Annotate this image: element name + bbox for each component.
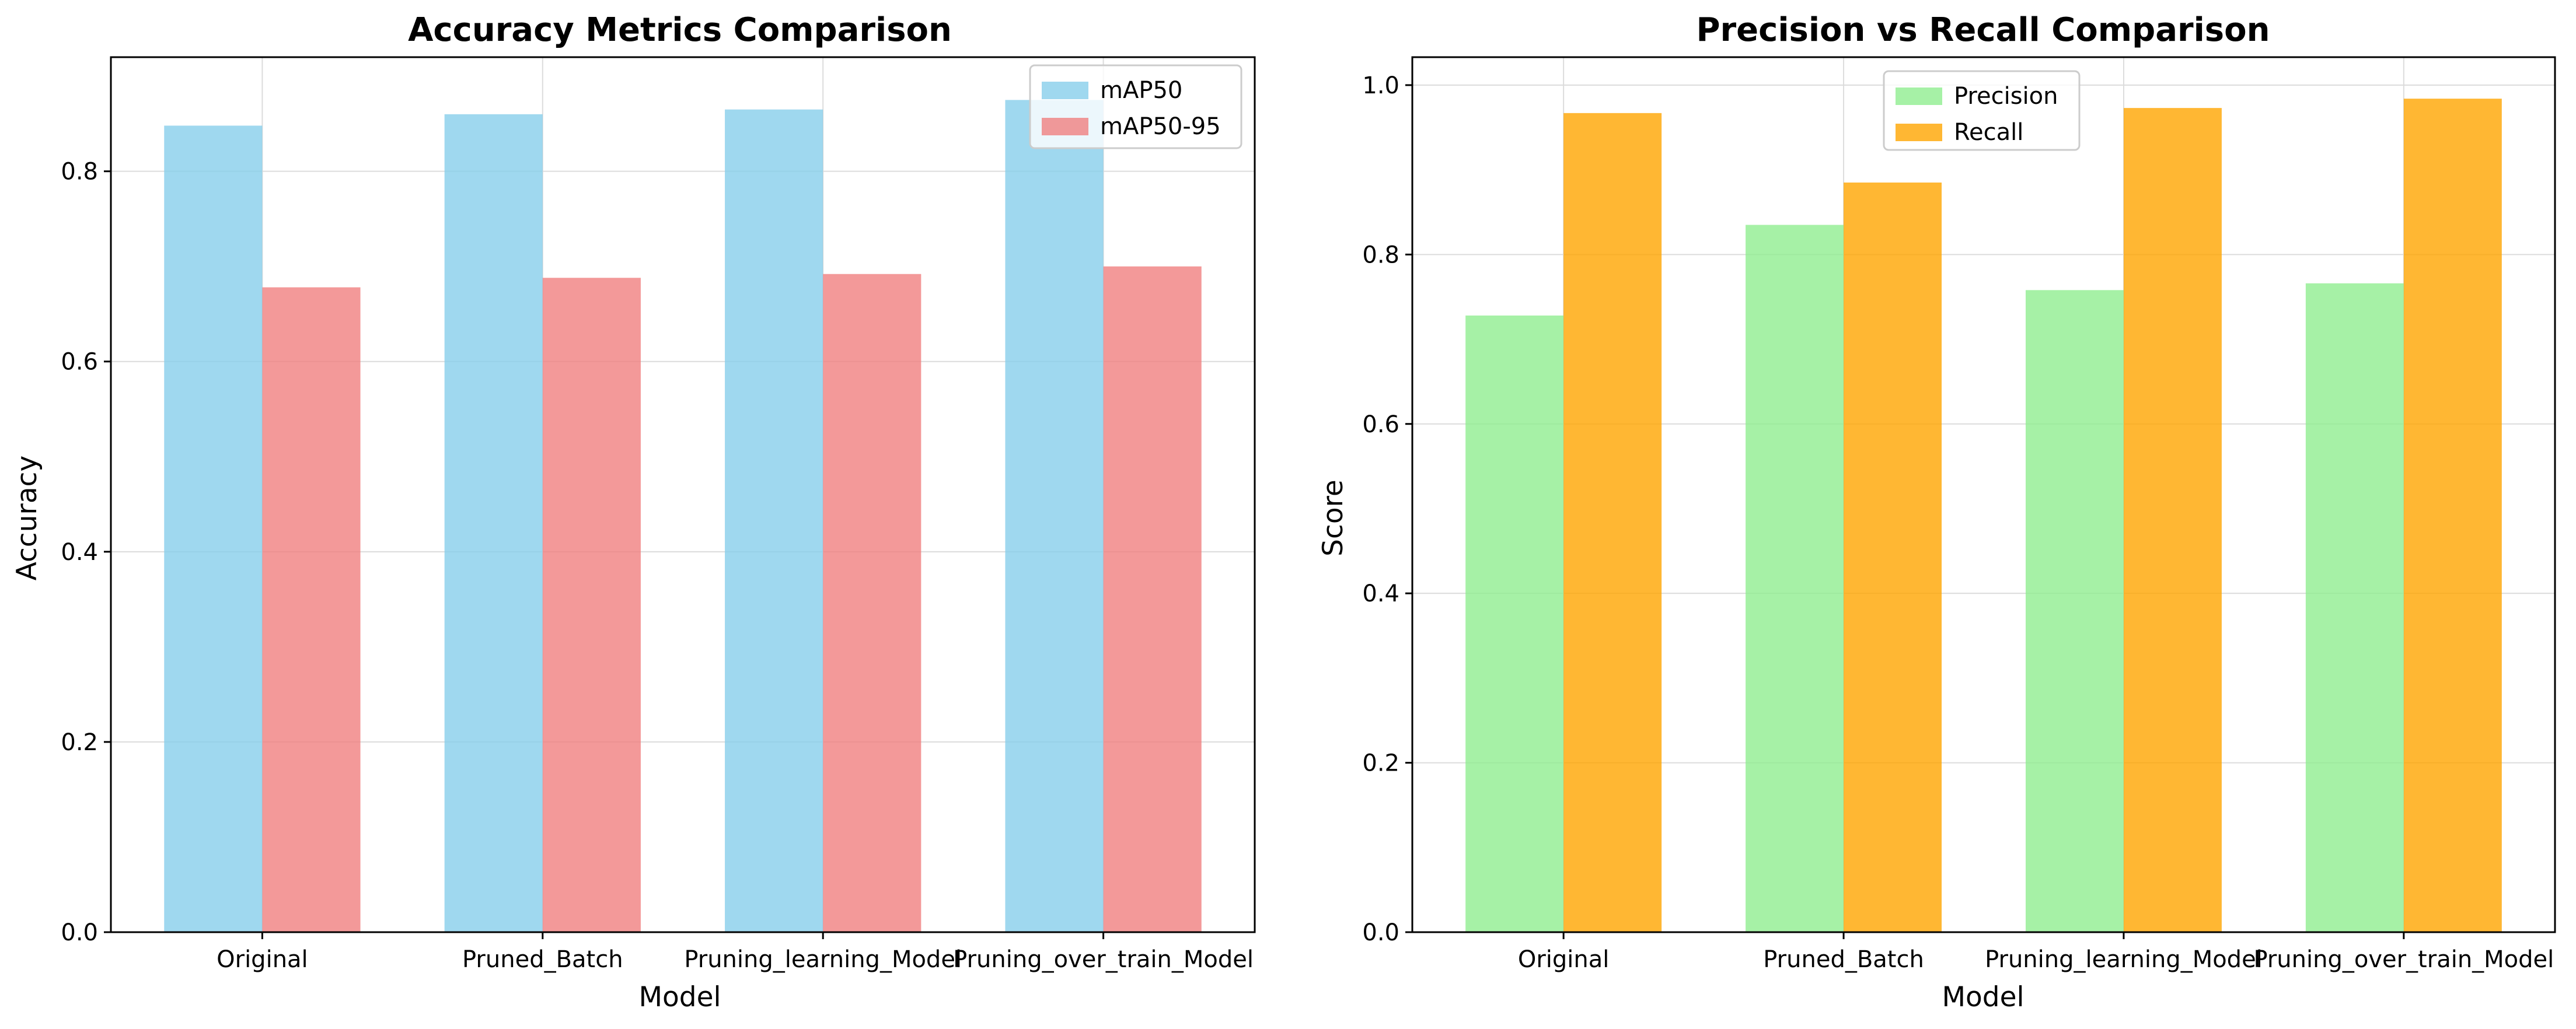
bar-map50-95-pruning-learning-model [823, 274, 922, 932]
precision-recall-chart: Precision vs Recall Comparison Model Sco… [1317, 11, 2556, 1013]
bar-map50-95-original [262, 287, 361, 933]
x-tick-label-pruned-batch: Pruned_Batch [1763, 946, 1924, 973]
chart-title: Accuracy Metrics Comparison [408, 11, 952, 49]
y-tick-label: 1.0 [1362, 72, 1399, 99]
bars [1465, 99, 2502, 933]
x-tick-label-original: Original [1518, 946, 1610, 973]
legend-label-recall: Recall [1954, 119, 2023, 146]
chart-title: Precision vs Recall Comparison [1697, 11, 2270, 49]
bar-map50-95-pruned-batch [542, 278, 641, 932]
y-axis-label: Accuracy [11, 456, 43, 581]
bar-map50-pruning-over-train-model [1005, 100, 1104, 932]
legend-swatch-precision [1896, 88, 1942, 105]
x-tick-label-pruning-over-train-model: Pruning_over_train_Model [953, 946, 1254, 973]
bar-map50-original [164, 125, 263, 932]
x-tick-label-pruned-batch: Pruned_Batch [462, 946, 623, 973]
x-ticks: Original Pruned_Batch Pruning_learning_Mod… [217, 932, 1254, 973]
y-tick-label: 0.0 [1362, 919, 1399, 946]
x-axis-label: Model [638, 981, 721, 1013]
plot-frame [110, 56, 1256, 933]
x-ticks: Original Pruned_Batch Pruning_learning_Mod… [1518, 932, 2554, 973]
y-tick-label: 0.8 [61, 159, 98, 186]
x-tick-label-pruning-learning-model: Pruning_learning_Model [1985, 946, 2263, 973]
legend: mAP50 mAP50-95 [1029, 64, 1242, 149]
y-tick-label: 0.6 [61, 349, 98, 376]
y-tick-label: 0.6 [1362, 411, 1399, 438]
y-tick-label: 0.4 [1362, 580, 1399, 607]
y-tick-label: 0.2 [1362, 750, 1399, 777]
y-axis-label: Score [1317, 480, 1349, 556]
x-axis-label: Model [1942, 981, 2024, 1013]
bar-map50-pruning-learning-model [725, 109, 823, 932]
legend: Precision Recall [1883, 70, 2081, 151]
bar-recall-pruned-batch [1844, 182, 1942, 933]
legend-swatch-recall [1896, 124, 1942, 141]
bar-map50-pruned-batch [444, 114, 543, 933]
accuracy-chart: Accuracy Metrics Comparison Model Accura… [11, 11, 1256, 1013]
bar-precision-pruned-batch [1746, 225, 1844, 933]
bar-recall-pruning-learning-model [2123, 108, 2222, 932]
y-tick-label: 0.2 [61, 729, 98, 756]
y-tick-label: 0.8 [1362, 242, 1399, 268]
y-tick-label: 0.4 [61, 539, 98, 566]
legend-label-map50-95: mAP50-95 [1100, 113, 1221, 140]
legend-label-precision: Precision [1954, 83, 2058, 110]
bar-recall-pruning-over-train-model [2403, 99, 2502, 932]
x-tick-label-original: Original [217, 946, 308, 973]
bar-precision-pruning-over-train-model [2305, 283, 2404, 933]
y-tick-label: 0.0 [61, 919, 98, 946]
legend-label-map50: mAP50 [1100, 77, 1182, 104]
bar-precision-pruning-learning-model [2025, 290, 2124, 932]
y-ticks: 0.0 0.2 0.4 0.6 0.8 [61, 159, 111, 946]
plot-frame [1411, 56, 2556, 933]
bars [164, 100, 1202, 933]
bar-map50-95-pruning-over-train-model [1103, 266, 1202, 932]
x-tick-label-pruning-learning-model: Pruning_learning_Model [684, 946, 962, 973]
y-ticks: 0.0 0.2 0.4 0.6 0.8 1.0 [1362, 72, 1412, 946]
legend-swatch-map50-95 [1042, 118, 1088, 135]
legend-swatch-map50 [1042, 82, 1088, 99]
bar-recall-original [1563, 113, 1662, 932]
bar-precision-original [1465, 315, 1564, 933]
x-tick-label-pruning-over-train-model: Pruning_over_train_Model [2253, 946, 2554, 973]
